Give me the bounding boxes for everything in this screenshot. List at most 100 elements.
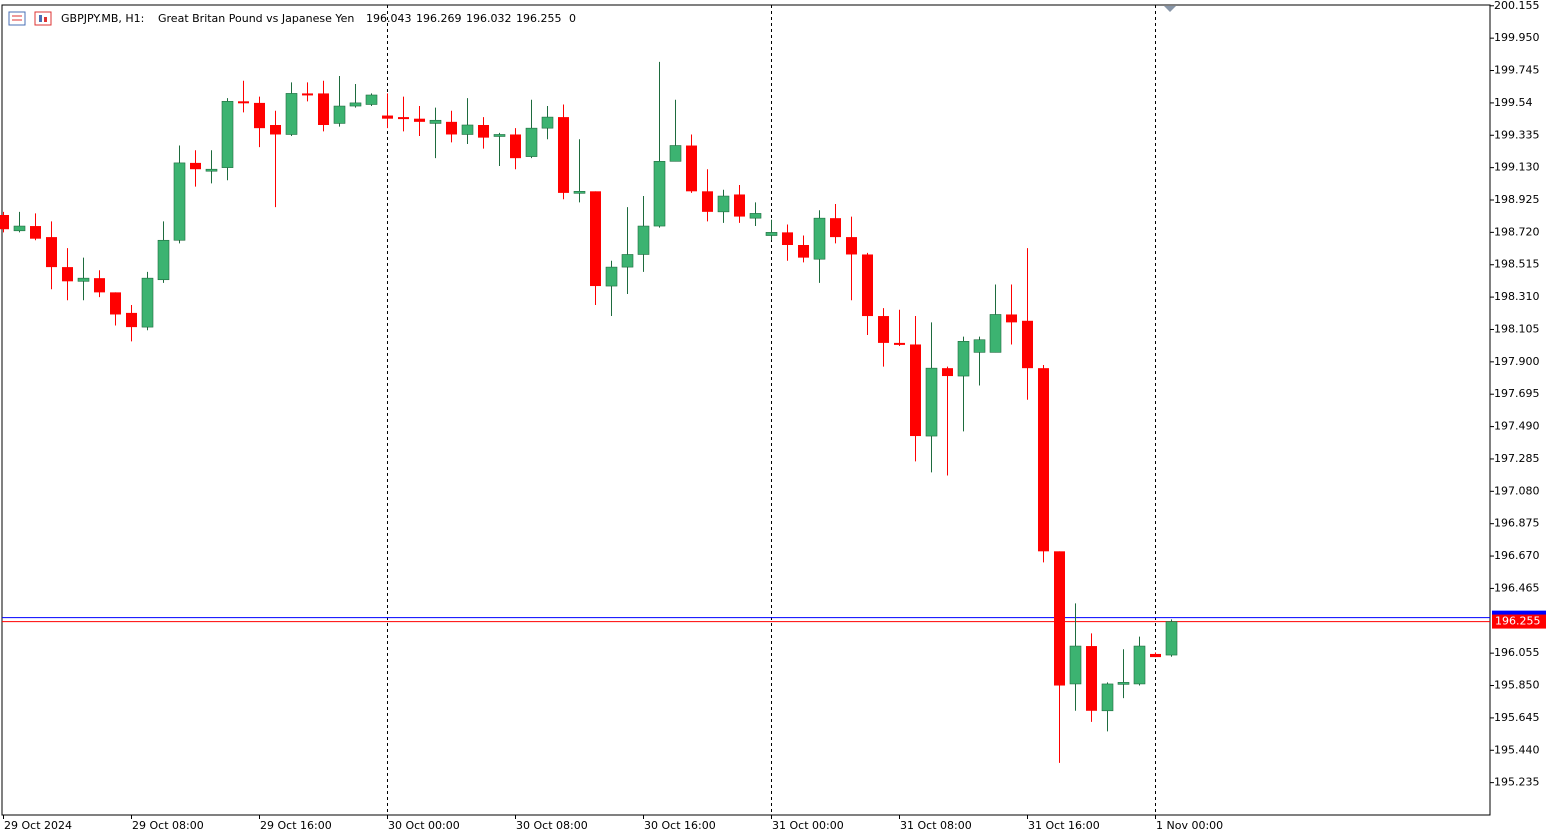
x-tick-label: 30 Oct 00:00 — [388, 819, 460, 832]
y-tick-label: 196.055 — [1494, 646, 1540, 659]
x-tick-label: 29 Oct 16:00 — [260, 819, 332, 832]
x-tick-label: 1 Nov 00:00 — [1156, 819, 1223, 832]
candle-body — [1086, 646, 1097, 711]
icon-list — [8, 11, 26, 26]
candle-body — [157, 239, 170, 281]
y-tick-label: 196.465 — [1494, 581, 1540, 594]
header-icons — [8, 11, 52, 26]
chart-title: GBPJPY.MB, H1: — [61, 12, 144, 25]
candle-body — [798, 245, 809, 258]
candle-body — [46, 237, 57, 268]
candle-body — [349, 102, 362, 107]
candle-body — [30, 226, 41, 239]
candle-body — [878, 316, 889, 343]
icon-chart — [34, 11, 52, 26]
candle-body — [190, 162, 201, 170]
candle-body — [573, 191, 586, 194]
header-ohlc: 196.043 196.269 196.032 196.255 0 — [366, 12, 576, 25]
x-tick-label: 29 Oct 08:00 — [132, 819, 204, 832]
candle-body — [302, 93, 313, 96]
candle-body — [894, 342, 905, 345]
candle-body — [1006, 314, 1017, 323]
candle-body — [414, 118, 425, 122]
x-tick-label: 31 Oct 00:00 — [772, 819, 844, 832]
y-tick-label: 196.670 — [1494, 549, 1540, 562]
y-tick-label: 197.900 — [1494, 355, 1540, 368]
plot-frame — [1, 4, 1491, 816]
candle-body — [205, 168, 218, 172]
icon-bar — [44, 17, 47, 22]
candle-body — [318, 93, 329, 125]
y-tick-label: 199.335 — [1494, 128, 1540, 141]
candle-body — [1117, 682, 1130, 685]
candle-body — [621, 254, 634, 268]
candle-body — [1069, 645, 1082, 685]
y-tick-label: 195.645 — [1494, 711, 1540, 724]
header-close: 196.255 — [516, 12, 562, 25]
candle-body — [749, 213, 762, 219]
candle-body — [558, 117, 569, 193]
icon-bar — [39, 15, 42, 22]
candle-body — [365, 94, 378, 105]
candle-body — [765, 232, 778, 236]
candle-body — [717, 195, 730, 213]
y-tick-label: 200.155 — [1494, 0, 1540, 12]
x-tick-label: 31 Oct 16:00 — [1028, 819, 1100, 832]
candle-body — [510, 134, 521, 159]
candle-body — [846, 237, 857, 255]
candle-body — [942, 368, 953, 377]
y-tick-label: 197.080 — [1494, 484, 1540, 497]
y-tick-label: 198.310 — [1494, 290, 1540, 303]
candle-body — [925, 367, 938, 437]
candle-body — [173, 162, 186, 241]
y-tick-label: 195.440 — [1494, 743, 1540, 756]
candle-body — [13, 225, 26, 232]
candle-body — [221, 101, 234, 168]
candle-body — [782, 232, 793, 245]
candle-body — [734, 194, 745, 217]
candle-body — [989, 314, 1002, 353]
candle-body — [285, 93, 298, 135]
y-tick-label: 198.515 — [1494, 258, 1540, 271]
header-value: 0 — [569, 12, 576, 25]
y-tick-label: 199.130 — [1494, 161, 1540, 174]
candle-body — [637, 225, 650, 255]
candle-body — [910, 344, 921, 437]
candle-body — [446, 121, 457, 135]
candle-body — [141, 277, 154, 328]
candle-body — [429, 119, 442, 124]
bid-label-bg — [1492, 614, 1546, 629]
candle-body — [333, 105, 346, 124]
header-open: 196.043 — [366, 12, 412, 25]
y-tick-label: 199.54 — [1494, 96, 1533, 109]
candle-body — [813, 217, 826, 260]
candle-body — [830, 218, 841, 238]
candle-body — [1038, 368, 1049, 552]
candle-body — [398, 117, 409, 120]
x-tick-label: 31 Oct 08:00 — [900, 819, 972, 832]
candle-body — [382, 115, 393, 119]
candle-body — [238, 101, 249, 104]
candle-body — [1165, 621, 1178, 656]
shift-marker — [1164, 6, 1176, 12]
x-tick-label: 29 Oct 2024 — [4, 819, 72, 832]
candle-body — [461, 124, 474, 135]
candle-body — [1150, 653, 1161, 658]
candle-body — [605, 266, 618, 287]
candle-body — [590, 191, 601, 287]
x-tick-label: 30 Oct 08:00 — [516, 819, 588, 832]
bid-label: 196.255 — [1495, 615, 1541, 628]
candle-body — [669, 145, 682, 162]
candle-body — [1054, 551, 1065, 686]
candle-body — [270, 125, 281, 135]
candle-body — [702, 191, 713, 212]
y-tick-label: 199.745 — [1494, 64, 1540, 77]
candle-body — [94, 278, 105, 293]
y-tick-label: 199.950 — [1494, 31, 1540, 44]
candle-body — [493, 134, 506, 137]
chart-subtitle: Great Britan Pound vs Japanese Yen — [158, 12, 354, 25]
header-high: 196.269 — [416, 12, 462, 25]
candle-body — [1133, 645, 1146, 685]
y-tick-label: 198.720 — [1494, 225, 1540, 238]
